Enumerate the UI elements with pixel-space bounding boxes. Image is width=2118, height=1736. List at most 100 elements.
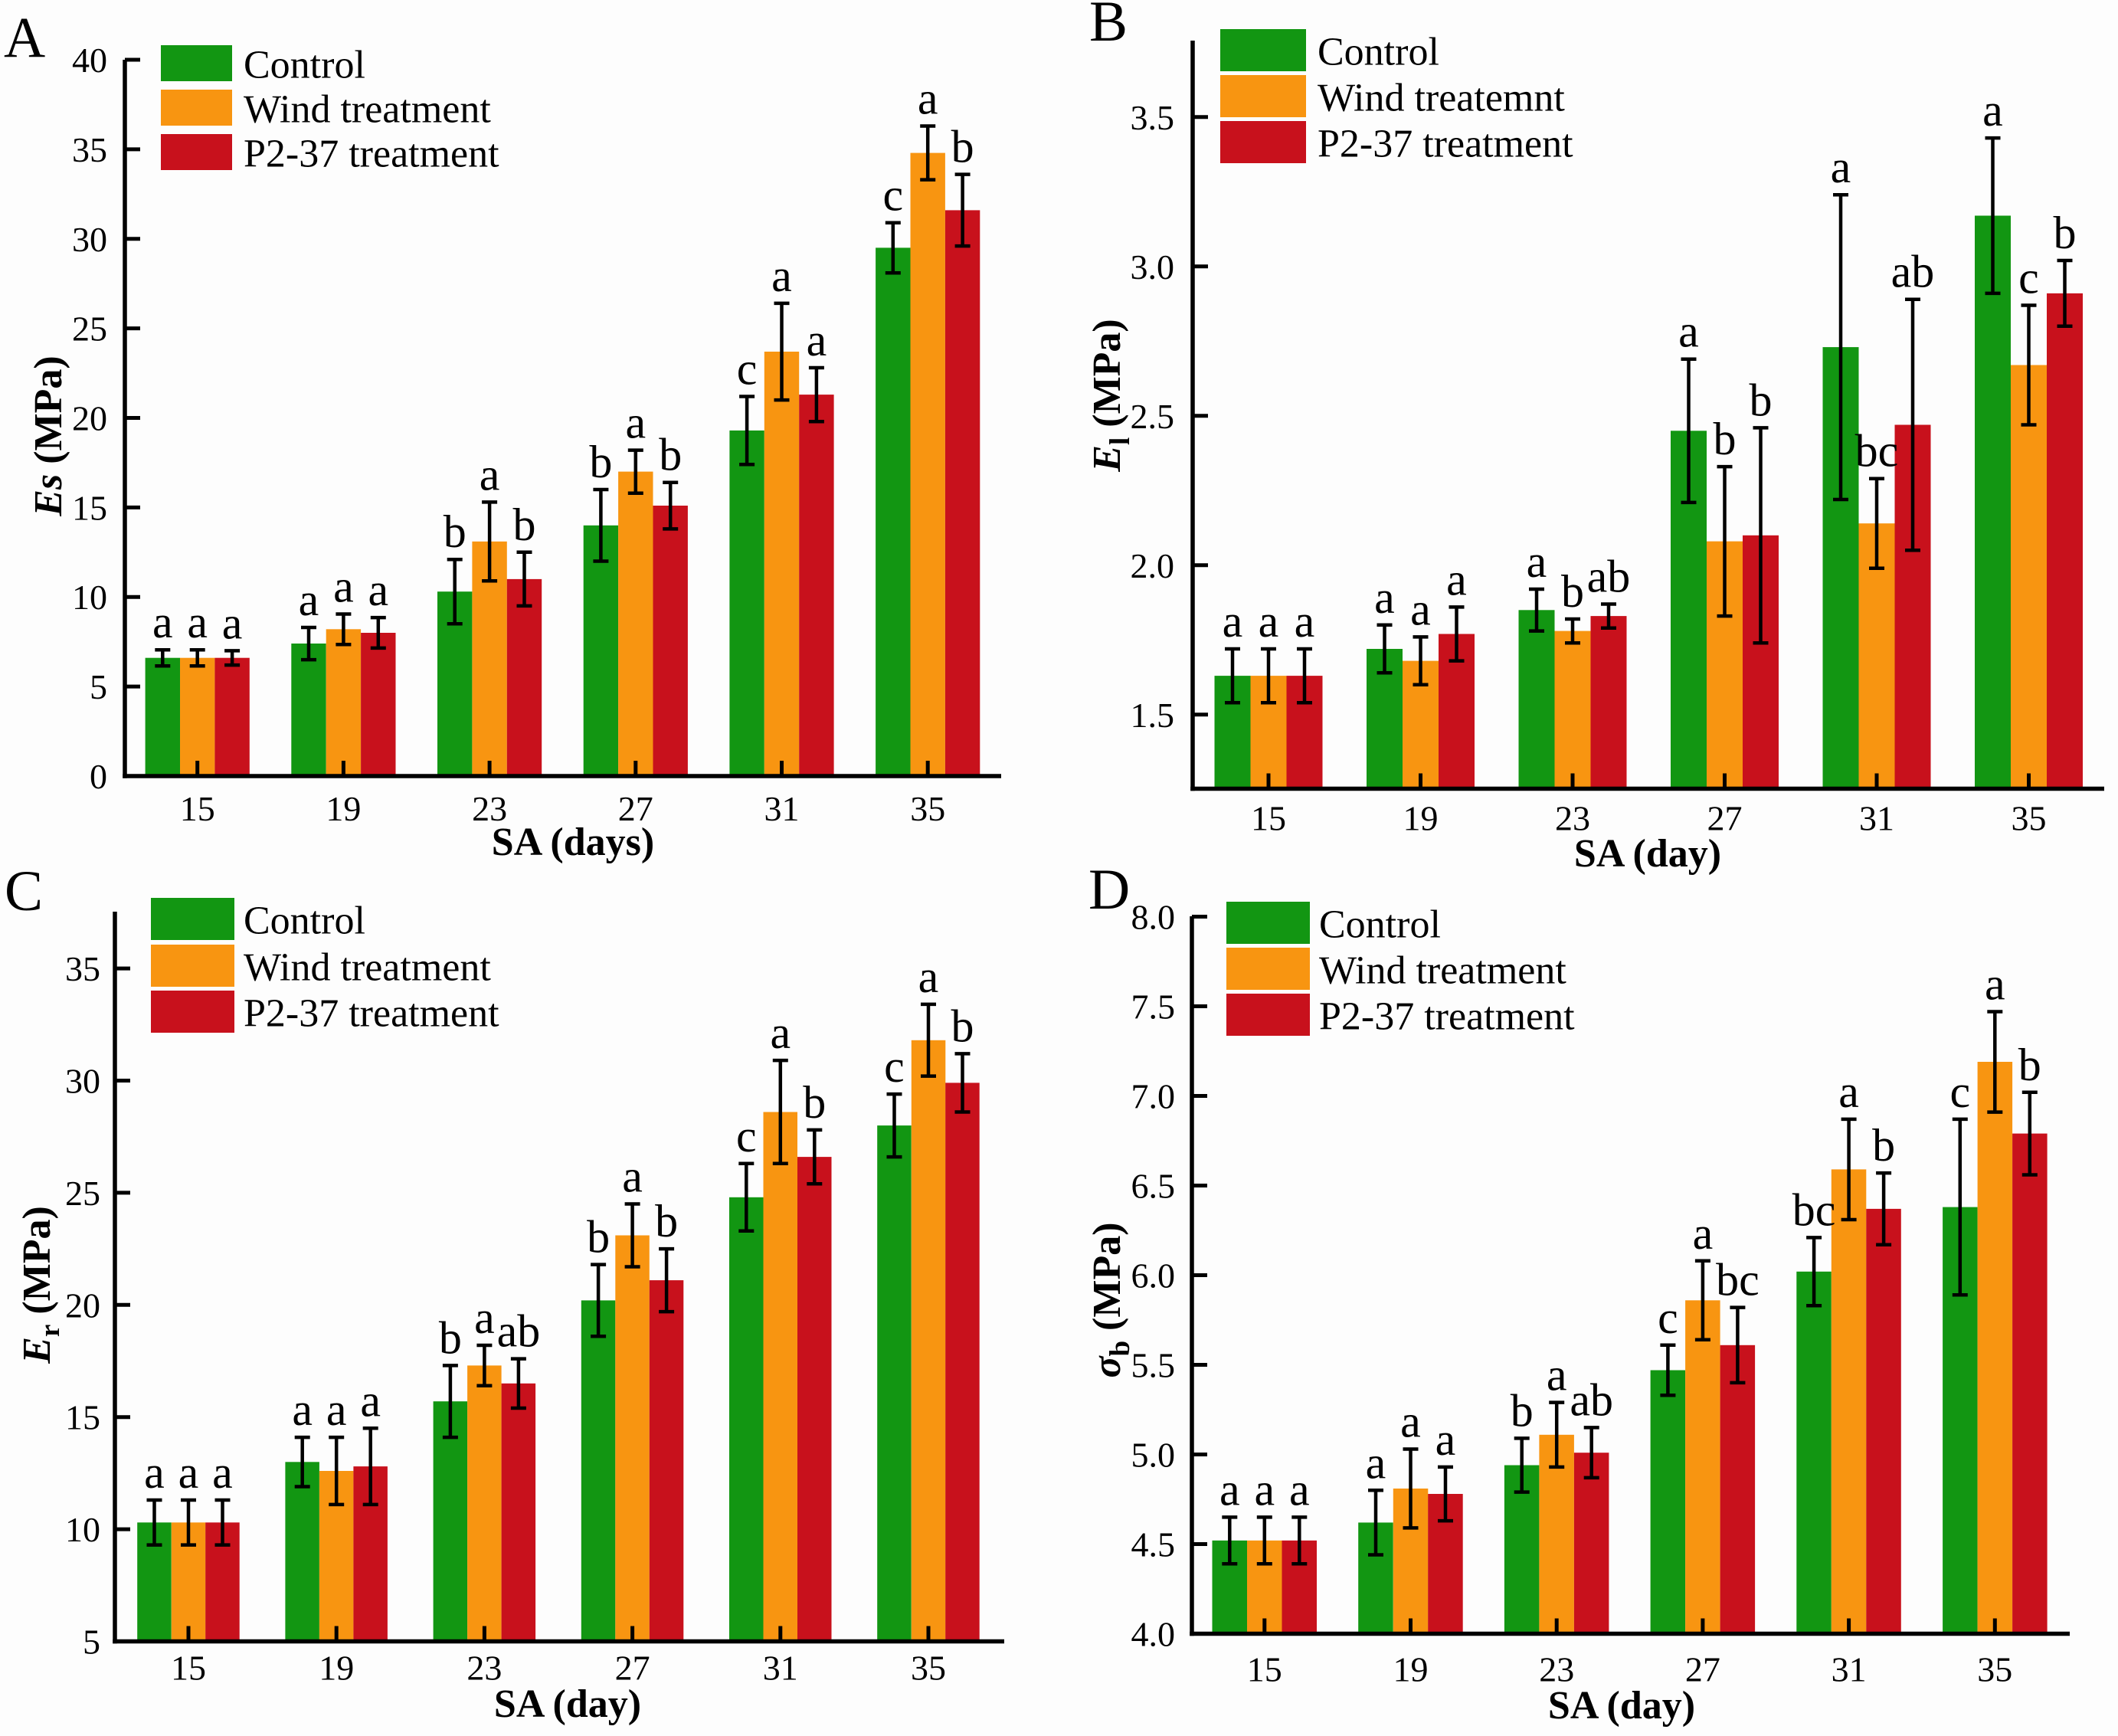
svg-text:b: b xyxy=(1750,375,1773,425)
svg-text:a: a xyxy=(1982,85,2003,136)
svg-text:a: a xyxy=(222,598,243,648)
svg-text:35: 35 xyxy=(1977,1650,2012,1689)
svg-text:40: 40 xyxy=(72,41,107,80)
svg-text:c: c xyxy=(1658,1292,1678,1343)
svg-text:a: a xyxy=(1985,959,2005,1010)
svg-text:a: a xyxy=(1693,1208,1714,1259)
svg-text:ab: ab xyxy=(1570,1374,1613,1425)
svg-text:a: a xyxy=(144,1447,165,1498)
svg-text:19: 19 xyxy=(319,1649,354,1688)
svg-text:Wind treatment: Wind treatment xyxy=(244,946,491,990)
svg-text:c: c xyxy=(884,1041,905,1092)
svg-text:10: 10 xyxy=(72,578,107,617)
svg-text:C: C xyxy=(5,860,43,923)
svg-text:5: 5 xyxy=(83,1623,100,1662)
svg-text:5: 5 xyxy=(90,667,107,706)
svg-text:b: b xyxy=(659,430,682,480)
svg-text:SA (days): SA (days) xyxy=(492,821,654,864)
svg-text:c: c xyxy=(882,170,903,221)
svg-text:a: a xyxy=(807,315,827,365)
svg-text:B: B xyxy=(1089,0,1128,54)
svg-text:15: 15 xyxy=(72,488,107,527)
svg-text:a: a xyxy=(1410,584,1431,634)
svg-text:b: b xyxy=(1561,566,1584,617)
svg-text:31: 31 xyxy=(763,1649,798,1688)
svg-text:El (MPa): El (MPa) xyxy=(1085,319,1136,472)
svg-text:a: a xyxy=(622,1151,643,1202)
svg-text:ab: ab xyxy=(1587,552,1631,602)
svg-text:a: a xyxy=(1366,1437,1386,1488)
svg-text:b: b xyxy=(1714,414,1737,464)
svg-text:15: 15 xyxy=(1251,799,1286,838)
svg-text:b: b xyxy=(444,506,466,557)
svg-text:a: a xyxy=(368,565,388,615)
svg-text:4.0: 4.0 xyxy=(1131,1615,1176,1654)
svg-text:P2-37 treatment: P2-37 treatment xyxy=(1318,123,1573,166)
svg-text:SA (day): SA (day) xyxy=(494,1682,641,1726)
svg-text:7.0: 7.0 xyxy=(1131,1077,1176,1116)
svg-text:23: 23 xyxy=(466,1649,502,1688)
svg-text:6.0: 6.0 xyxy=(1131,1256,1176,1295)
svg-text:6.5: 6.5 xyxy=(1131,1167,1176,1206)
svg-text:a: a xyxy=(1678,306,1699,357)
svg-text:a: a xyxy=(292,1384,313,1435)
svg-text:SA (day): SA (day) xyxy=(1574,832,1721,876)
svg-text:7.5: 7.5 xyxy=(1131,988,1176,1027)
svg-text:27: 27 xyxy=(618,789,653,828)
svg-text:a: a xyxy=(1219,1464,1240,1515)
svg-text:19: 19 xyxy=(326,789,361,828)
svg-text:2.5: 2.5 xyxy=(1131,397,1175,436)
svg-text:a: a xyxy=(480,449,500,500)
svg-text:0: 0 xyxy=(90,757,107,796)
svg-text:P2-37 treatment: P2-37 treatment xyxy=(244,992,499,1036)
svg-text:a: a xyxy=(1259,596,1279,647)
svg-text:A: A xyxy=(4,6,45,70)
svg-text:15: 15 xyxy=(180,789,215,828)
svg-text:20: 20 xyxy=(65,1286,100,1325)
svg-text:a: a xyxy=(187,597,208,647)
svg-text:31: 31 xyxy=(1859,799,1894,838)
svg-text:Es (MPa): Es (MPa) xyxy=(27,355,70,516)
svg-text:D: D xyxy=(1088,858,1130,922)
svg-text:35: 35 xyxy=(72,130,107,169)
svg-text:P2-37 treatment: P2-37 treatment xyxy=(244,133,499,176)
svg-text:a: a xyxy=(918,74,938,124)
svg-text:35: 35 xyxy=(911,1649,946,1688)
svg-text:10: 10 xyxy=(65,1510,100,1549)
svg-text:c: c xyxy=(736,1111,757,1161)
svg-text:a: a xyxy=(1254,1464,1275,1515)
svg-text:bc: bc xyxy=(1855,426,1899,477)
svg-text:Wind treatemnt: Wind treatemnt xyxy=(1318,77,1565,120)
svg-text:3.0: 3.0 xyxy=(1131,247,1175,287)
svg-text:a: a xyxy=(1527,536,1547,587)
svg-text:b: b xyxy=(803,1077,826,1128)
svg-text:a: a xyxy=(178,1447,199,1498)
svg-text:19: 19 xyxy=(1393,1650,1429,1689)
svg-text:8.0: 8.0 xyxy=(1131,898,1176,937)
svg-text:Control: Control xyxy=(244,899,365,943)
svg-text:a: a xyxy=(625,398,646,448)
svg-text:a: a xyxy=(1547,1350,1567,1400)
svg-text:31: 31 xyxy=(764,789,800,828)
svg-text:27: 27 xyxy=(615,1649,650,1688)
svg-text:3.5: 3.5 xyxy=(1131,98,1175,137)
svg-text:Er (MPa): Er (MPa) xyxy=(15,1206,66,1364)
svg-text:Control: Control xyxy=(1318,31,1439,74)
svg-text:19: 19 xyxy=(1403,799,1439,838)
svg-text:Wind treatment: Wind treatment xyxy=(1319,949,1566,993)
svg-text:27: 27 xyxy=(1707,799,1743,838)
svg-text:35: 35 xyxy=(2012,799,2047,838)
svg-text:a: a xyxy=(1400,1397,1421,1447)
svg-text:Wind treatment: Wind treatment xyxy=(244,88,491,132)
svg-text:a: a xyxy=(299,575,319,625)
svg-text:a: a xyxy=(1374,572,1395,623)
svg-text:23: 23 xyxy=(1555,799,1590,838)
svg-text:35: 35 xyxy=(910,789,945,828)
svg-text:b: b xyxy=(2054,208,2077,258)
svg-text:a: a xyxy=(1435,1414,1456,1465)
svg-text:ab: ab xyxy=(497,1306,541,1357)
svg-text:b: b xyxy=(439,1312,462,1363)
svg-text:b: b xyxy=(2018,1040,2041,1090)
svg-text:a: a xyxy=(333,562,354,612)
svg-text:25: 25 xyxy=(72,310,107,349)
